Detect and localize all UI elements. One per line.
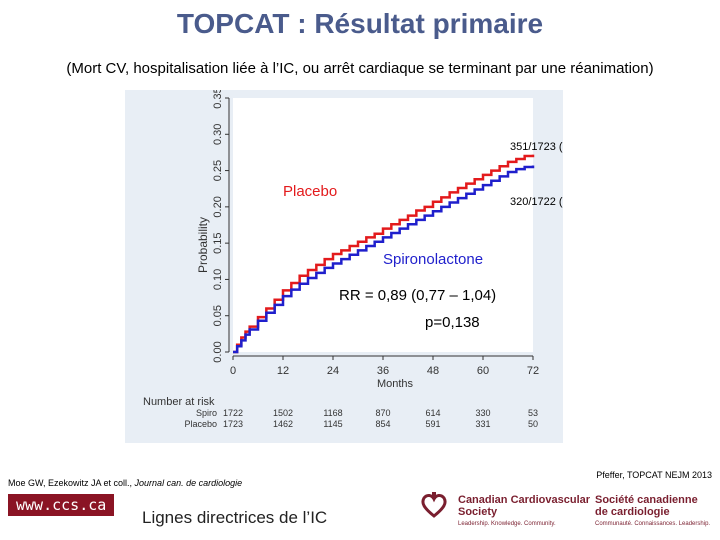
y-tick-label: 0.10 [212,269,224,290]
slide-title: TOPCAT : Résultat primaire [176,8,544,39]
risk-value: 854 [375,419,390,429]
x-tick-label: 0 [230,365,236,377]
logo-scc-fr: Société canadienne de cardiologie Communa… [595,494,711,527]
series-line-placebo [233,154,535,354]
x-axis-title: Months [377,378,414,390]
x-tick-label: 48 [427,365,439,377]
y-tick-label: 0.25 [212,160,224,181]
placebo-label: Placebo [283,183,337,200]
series-line-spironolactone [233,165,535,354]
y-tick-label: 0.05 [212,305,224,326]
risk-row-label: Spiro [196,408,217,418]
risk-value: 1145 [323,419,342,429]
logo-ccs-en: Canadian Cardiovascular Society Leadershi… [458,494,591,527]
x-tick-label: 60 [477,365,489,377]
risk-value: 1722 [223,408,243,418]
y-tick-label: 0.30 [212,124,224,145]
risk-row-label: Placebo [184,419,217,429]
x-tick-label: 72 [527,365,539,377]
risk-value: 614 [425,408,440,418]
footer-guideline-title: Lignes directrices de l’IC [142,508,328,527]
footer-url[interactable]: www.ccs.ca [8,494,115,516]
risk-value: 870 [375,408,390,418]
spironolactone-events-label: 320/1722 (18,6%) [510,196,563,208]
risk-table-title: Number at risk [143,396,215,408]
risk-value: 50 [528,419,538,429]
footer-bar [0,488,720,540]
heart-logo-icon [421,492,447,518]
x-tick-label: 24 [327,365,339,377]
risk-value: 53 [528,408,538,418]
citation-left: Moe GW, Ezekowitz JA et coll., Journal c… [8,478,243,488]
y-tick-label: 0.35 [212,90,224,109]
rr-label: RR = 0,89 (0,77 – 1,04) [339,287,496,304]
risk-value: 1502 [273,408,293,418]
x-tick-label: 12 [277,365,289,377]
placebo-events-label: 351/1723 (20,4%) [510,141,563,153]
p-value-label: p=0,138 [425,314,480,331]
risk-value: 1462 [273,419,293,429]
y-tick-label: 0.15 [212,232,224,253]
risk-value: 591 [425,419,440,429]
slide-subtitle: (Mort CV, hospitalisation liée à l’IC, o… [66,60,654,77]
y-tick-label: 0.00 [212,341,224,362]
risk-value: 331 [475,419,490,429]
x-tick-label: 36 [377,365,389,377]
risk-value: 1168 [323,408,342,418]
spironolactone-label: Spironolactone [383,251,483,268]
y-axis-title: Probability [196,217,210,273]
plot-area [233,98,533,352]
risk-value: 330 [475,408,490,418]
citation-right: Pfeffer, TOPCAT NEJM 2013 [596,470,712,480]
y-tick-label: 0.20 [212,196,224,217]
km-chart: 0.00 0.05 0.10 0.15 0.20 0.25 0.30 0.35 Probabil… [143,90,563,429]
risk-value: 1723 [223,419,243,429]
